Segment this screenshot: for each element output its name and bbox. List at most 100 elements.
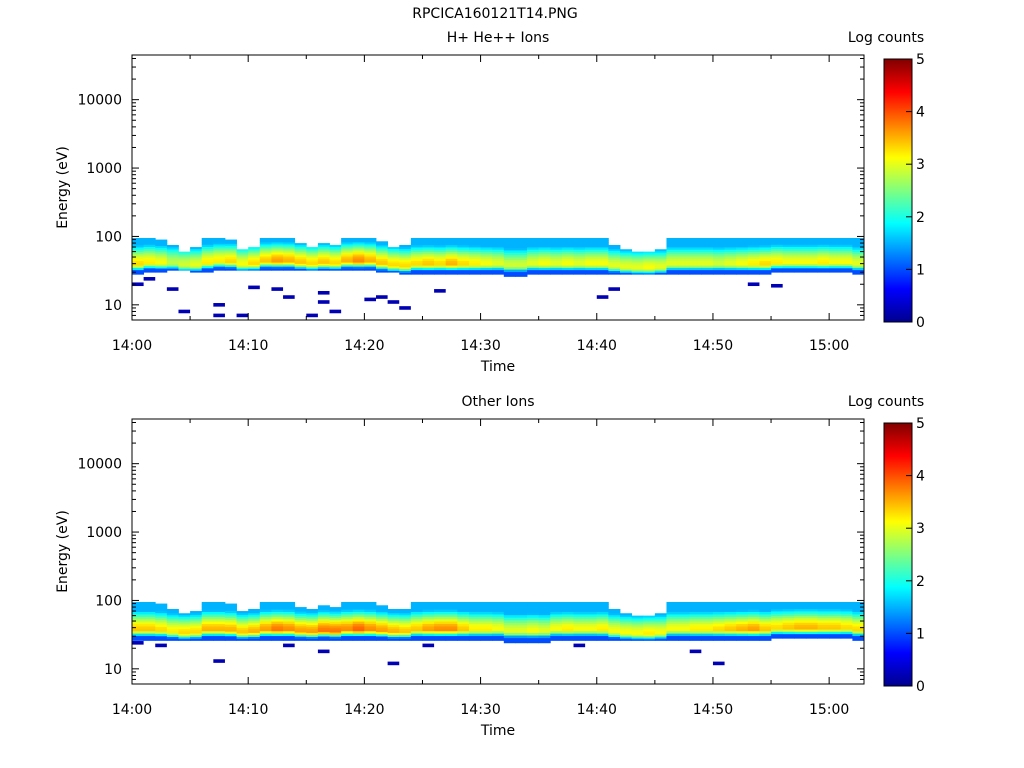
heatmap-cell bbox=[782, 255, 795, 258]
heatmap-cell bbox=[550, 249, 563, 252]
heatmap-cell bbox=[561, 244, 574, 248]
heatmap-cell bbox=[422, 604, 435, 608]
heatmap-cell bbox=[817, 248, 830, 252]
heatmap-cell bbox=[852, 251, 865, 255]
heatmap-cell bbox=[538, 632, 551, 636]
heatmap-cell bbox=[248, 264, 261, 267]
low-count-pixel bbox=[248, 285, 260, 290]
heatmap-cells bbox=[132, 601, 865, 666]
heatmap-cell bbox=[236, 249, 249, 251]
heatmap-cell bbox=[643, 618, 656, 621]
heatmap-cell bbox=[201, 621, 214, 625]
heatmap-cell bbox=[620, 250, 633, 253]
heatmap-cell bbox=[387, 626, 400, 630]
heatmap-cell bbox=[306, 265, 319, 268]
heatmap-cell bbox=[689, 630, 702, 634]
heatmap-cell bbox=[306, 255, 319, 258]
heatmap-cell bbox=[829, 242, 842, 245]
heatmap-cell bbox=[132, 638, 145, 641]
heatmap-cell bbox=[515, 617, 528, 621]
heatmap-cell bbox=[515, 242, 528, 246]
heatmap-cell bbox=[527, 601, 540, 605]
heatmap-cell bbox=[213, 628, 226, 632]
heatmap-cell bbox=[852, 242, 865, 246]
heatmap-cell bbox=[771, 606, 784, 610]
heatmap-cell bbox=[666, 604, 679, 608]
heatmap-cell bbox=[666, 267, 679, 271]
heatmap-cell bbox=[550, 609, 563, 612]
heatmap-cell bbox=[829, 265, 842, 269]
heatmap-cell bbox=[283, 262, 296, 265]
heatmap-cell bbox=[178, 614, 191, 618]
heatmap-cell bbox=[422, 265, 435, 268]
heatmap-cell bbox=[155, 251, 168, 255]
heatmap-cell bbox=[782, 620, 795, 623]
heatmap-cell bbox=[550, 613, 563, 617]
heatmap-cell bbox=[480, 262, 493, 266]
heatmap-cell bbox=[747, 260, 760, 264]
heatmap-cell bbox=[399, 265, 412, 268]
heatmap-cell bbox=[620, 253, 633, 256]
heatmap-cell bbox=[445, 633, 458, 637]
heatmap-cell bbox=[736, 244, 749, 248]
heatmap-cell bbox=[585, 260, 598, 264]
heatmap-cell bbox=[608, 272, 621, 275]
heatmap-cell bbox=[852, 635, 865, 639]
heatmap-cell bbox=[596, 256, 609, 259]
heatmap-cell bbox=[596, 601, 609, 605]
heatmap-cell bbox=[283, 609, 296, 612]
heatmap-cell bbox=[852, 244, 865, 248]
heatmap-cell bbox=[712, 256, 725, 259]
heatmap-cell bbox=[492, 623, 505, 627]
heatmap-cell bbox=[224, 631, 237, 634]
heatmap-cell bbox=[317, 248, 330, 251]
heatmap-cell bbox=[224, 605, 237, 609]
heatmap-cell bbox=[294, 632, 307, 635]
heatmap-cell bbox=[306, 251, 319, 254]
heatmap-cell bbox=[689, 240, 702, 243]
heatmap-cell bbox=[643, 626, 656, 629]
heatmap-cell bbox=[329, 630, 342, 633]
heatmap-cell bbox=[689, 609, 702, 612]
heatmap-cell bbox=[201, 633, 214, 637]
heatmap-cell bbox=[678, 630, 691, 634]
heatmap-cell bbox=[654, 630, 667, 633]
colorbar-gradient bbox=[883, 422, 913, 687]
heatmap-cell bbox=[387, 638, 400, 641]
heatmap-cell bbox=[643, 635, 656, 638]
heatmap-cell bbox=[805, 255, 818, 258]
heatmap-cell bbox=[422, 630, 435, 634]
heatmap-cell bbox=[701, 616, 714, 620]
heatmap-cell bbox=[201, 626, 214, 629]
heatmap-cell bbox=[410, 251, 423, 255]
heatmap-cell bbox=[666, 633, 679, 637]
heatmap-cell bbox=[678, 601, 691, 605]
heatmap-cell bbox=[410, 609, 423, 612]
heatmap-cell bbox=[503, 262, 516, 265]
heatmap-cell bbox=[631, 262, 644, 265]
heatmap-cell bbox=[329, 613, 342, 616]
heatmap-cell bbox=[747, 638, 760, 641]
heatmap-cell bbox=[538, 258, 551, 262]
heatmap-cell bbox=[259, 606, 272, 610]
heatmap-cell bbox=[561, 256, 574, 259]
heatmap-cell bbox=[620, 261, 633, 264]
heatmap-cell bbox=[712, 618, 725, 622]
heatmap-cell bbox=[678, 616, 691, 620]
heatmap-cell bbox=[817, 265, 830, 269]
heatmap-cell bbox=[178, 255, 191, 257]
heatmap-cell bbox=[306, 626, 319, 630]
heatmap-cell bbox=[573, 260, 586, 264]
heatmap-cell bbox=[654, 616, 667, 619]
heatmap-cell bbox=[294, 256, 307, 259]
heatmap-cell bbox=[341, 237, 354, 241]
heatmap-cell bbox=[805, 608, 818, 612]
heatmap-cell bbox=[271, 623, 284, 627]
heatmap-cell bbox=[248, 265, 261, 268]
heatmap-cell bbox=[155, 619, 168, 623]
heatmap-cell bbox=[341, 633, 354, 637]
heatmap-cell bbox=[805, 259, 818, 262]
heatmap-cell bbox=[666, 240, 679, 243]
heatmap-cell bbox=[143, 246, 156, 250]
